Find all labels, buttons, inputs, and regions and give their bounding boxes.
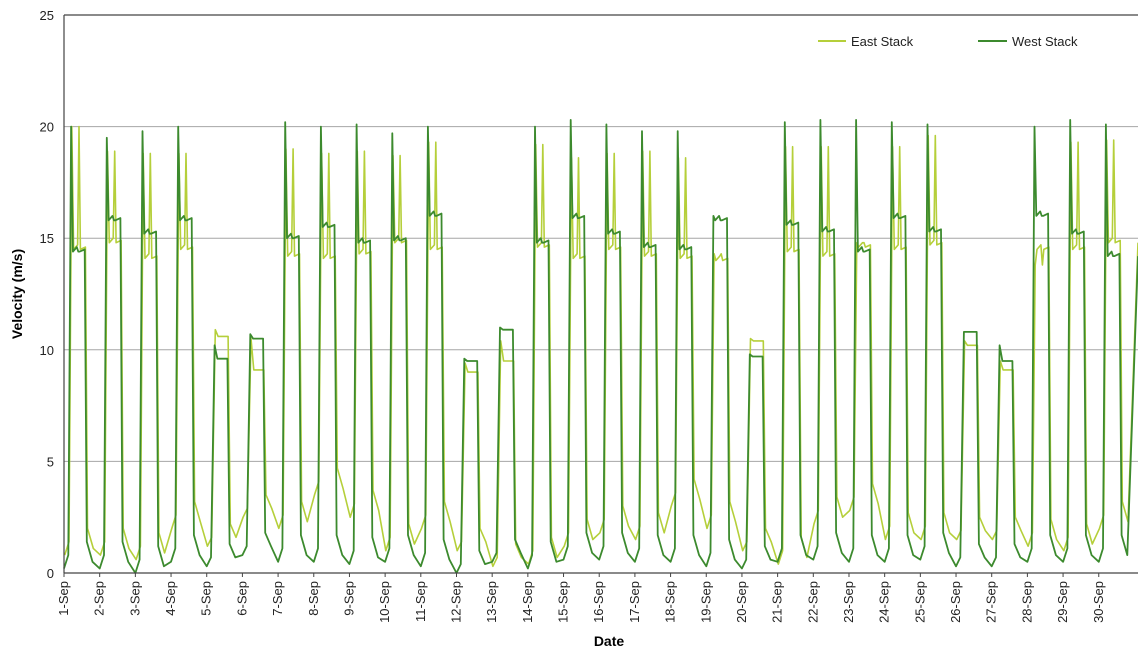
x-tick-7-Sep: 7-Sep: [270, 581, 285, 616]
series-line-west-stack: [63, 119, 1138, 574]
x-tick-10-Sep: 10-Sep: [377, 581, 392, 623]
x-tick-30-Sep: 30-Sep: [1091, 581, 1106, 623]
x-tick-5-Sep: 5-Sep: [199, 581, 214, 616]
x-tick-27-Sep: 27-Sep: [984, 581, 999, 623]
x-tick-25-Sep: 25-Sep: [912, 581, 927, 623]
x-tick-26-Sep: 26-Sep: [948, 581, 963, 623]
x-tick-1-Sep: 1-Sep: [56, 581, 71, 616]
x-tick-15-Sep: 15-Sep: [556, 581, 571, 623]
x-tick-21-Sep: 21-Sep: [770, 581, 785, 623]
x-tick-labels: 1-Sep 2-Sep 3-Sep 4-Sep 5-Sep 6-Sep 7-Sep 8-Sep…: [56, 581, 1106, 623]
x-tick-19-Sep: 19-Sep: [698, 581, 713, 623]
y-tick-5: 5: [47, 454, 54, 469]
x-tick-29-Sep: 29-Sep: [1055, 581, 1070, 623]
x-tick-24-Sep: 24-Sep: [877, 581, 892, 623]
x-tick-16-Sep: 16-Sep: [591, 581, 606, 623]
x-tick-4-Sep: 4-Sep: [163, 581, 178, 616]
x-tick-9-Sep: 9-Sep: [341, 581, 356, 616]
axes: [63, 14, 1138, 577]
legend-label-east-stack: East Stack: [851, 34, 914, 49]
x-tick-2-Sep: 2-Sep: [92, 581, 107, 616]
x-tick-6-Sep: 6-Sep: [234, 581, 249, 616]
x-tick-22-Sep: 22-Sep: [805, 581, 820, 623]
x-axis-title: Date: [594, 633, 625, 649]
gridlines: [64, 126, 1138, 462]
legend: East Stack West Stack: [818, 34, 1078, 49]
y-tick-0: 0: [47, 566, 54, 581]
x-tick-3-Sep: 3-Sep: [127, 581, 142, 616]
legend-label-west-stack: West Stack: [1012, 34, 1078, 49]
x-tick-13-Sep: 13-Sep: [484, 581, 499, 623]
x-tick-8-Sep: 8-Sep: [306, 581, 321, 616]
series-lines: [63, 119, 1138, 574]
y-tick-10: 10: [40, 343, 54, 358]
x-tick-23-Sep: 23-Sep: [841, 581, 856, 623]
y-axis-title: Velocity (m/s): [9, 249, 25, 339]
x-tick-20-Sep: 20-Sep: [734, 581, 749, 623]
y-tick-25: 25: [40, 8, 54, 23]
x-tick-28-Sep: 28-Sep: [1019, 581, 1034, 623]
x-tick-11-Sep: 11-Sep: [413, 581, 428, 622]
x-tick-14-Sep: 14-Sep: [520, 581, 535, 623]
y-tick-labels: 0 5 10 15 20 25: [40, 8, 54, 581]
x-tick-17-Sep: 17-Sep: [627, 581, 642, 623]
x-tick-12-Sep: 12-Sep: [448, 581, 463, 623]
y-tick-20: 20: [40, 120, 54, 135]
x-tick-18-Sep: 18-Sep: [663, 581, 678, 623]
y-tick-15: 15: [40, 231, 54, 246]
